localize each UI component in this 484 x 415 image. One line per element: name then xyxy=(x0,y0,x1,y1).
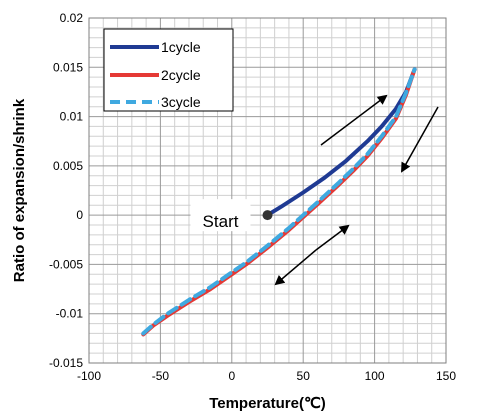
y-tick-label: 0.02 xyxy=(60,11,84,25)
x-tick-label: 100 xyxy=(365,369,385,383)
legend-label-2cycle: 2cycle xyxy=(161,67,201,83)
y-tick-label: 0.01 xyxy=(60,110,84,124)
series-line-1cycle xyxy=(265,67,417,218)
arrow-heating xyxy=(320,94,388,146)
x-tick-label: -50 xyxy=(152,369,170,383)
y-tick-label: -0.01 xyxy=(56,307,84,321)
y-tick-label: -0.005 xyxy=(49,257,83,271)
legend-label-1cycle: 1cycle xyxy=(161,39,201,55)
series-line-3cycle xyxy=(141,67,417,336)
y-tick-label: 0.005 xyxy=(53,159,83,173)
y-tick-label: -0.015 xyxy=(49,356,83,370)
y-tick-label: 0.015 xyxy=(53,60,83,74)
x-tick-label: 0 xyxy=(228,369,235,383)
start-marker xyxy=(262,210,273,221)
start-label-box xyxy=(190,199,251,232)
plot-frame xyxy=(88,17,447,364)
x-tick-label: -100 xyxy=(77,369,101,383)
series-layer xyxy=(141,67,417,337)
start-annotation: Start xyxy=(190,199,273,232)
legend: 1cycle 2cycle 3cycle xyxy=(103,28,234,112)
x-tick-label: 50 xyxy=(297,369,311,383)
arrow-reheat-down xyxy=(274,249,317,286)
x-axis-title: Temperature(℃) xyxy=(209,395,326,412)
x-tick-label: 150 xyxy=(436,369,456,383)
arrow-cooling xyxy=(401,106,439,173)
direction-arrows xyxy=(274,94,439,286)
legend-box xyxy=(103,28,234,112)
x-tick-labels: -100 -50 0 50 100 150 xyxy=(77,369,456,383)
y-tick-labels: 0.02 0.015 0.01 0.005 0 -0.005 -0.01 -0.015 xyxy=(49,11,83,370)
y-axis-title: Ratio of expansion/shrink xyxy=(11,98,28,282)
start-label: Start xyxy=(203,212,239,231)
legend-label-3cycle: 3cycle xyxy=(161,94,201,110)
y-tick-label: 0 xyxy=(76,208,83,222)
arrow-reheat-up xyxy=(315,224,350,251)
